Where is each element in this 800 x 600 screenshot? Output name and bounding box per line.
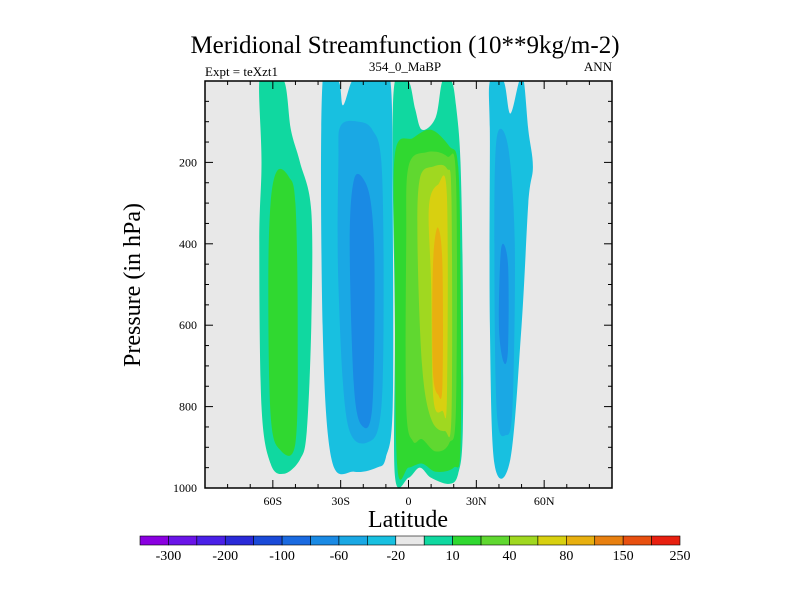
colorbar-label: 10: [446, 549, 460, 564]
y-tick-label: 200: [179, 155, 197, 169]
colorbar-swatch: [224, 535, 254, 546]
colorbar-swatch: [423, 535, 453, 546]
y-tick-label: 800: [179, 400, 197, 414]
colorbar-swatch: [480, 535, 510, 546]
colorbar: -300 -200 -100 -60 -20 10 40 80 150 250: [139, 535, 691, 564]
y-axis-label: Pressure (in hPa): [120, 203, 146, 367]
x-tick-label: 60N: [534, 494, 555, 508]
colorbar-label: 250: [670, 549, 691, 564]
colorbar-swatch: [310, 535, 340, 546]
colorbar-swatch: [452, 535, 482, 546]
sh-inner-core: [349, 173, 375, 429]
colorbar-label: 40: [502, 549, 516, 564]
colorbar-label: -100: [269, 549, 295, 564]
colorbar-swatch: [651, 535, 681, 546]
colorbar-swatch: [139, 535, 169, 546]
colorbar-swatch: [395, 535, 425, 546]
colorbar-swatch: [196, 535, 226, 546]
sh-outer-core: [268, 168, 298, 456]
colorbar-swatch: [367, 535, 397, 546]
y-tick-label: 400: [179, 237, 197, 251]
colorbar-label: -300: [156, 549, 182, 564]
colorbar-swatch: [566, 535, 596, 546]
x-tick-label: 60S: [263, 494, 282, 508]
experiment-label: Expt = teXzt1: [205, 64, 278, 79]
y-tick-label: 600: [179, 318, 197, 332]
tropical-core: [432, 227, 443, 400]
colorbar-swatch: [509, 535, 539, 546]
nh-inner-deep: [498, 243, 509, 365]
x-axis-label: Latitude: [368, 507, 448, 533]
season-label: ANN: [584, 59, 613, 74]
colorbar-label: -20: [386, 549, 405, 564]
x-tick-label: 30S: [331, 494, 350, 508]
y-tick-label: 1000: [173, 481, 197, 495]
colorbar-swatch: [168, 535, 198, 546]
axis-ticks: 60S 30S 0 30N 60N 200 400 600 800 1000: [173, 81, 612, 508]
period-label: 354_0_MaBP: [369, 59, 441, 74]
colorbar-label: -200: [212, 549, 238, 564]
colorbar-swatch: [594, 535, 624, 546]
colorbar-swatch: [281, 535, 311, 546]
x-tick-label: 0: [406, 494, 412, 508]
colorbar-swatch: [537, 535, 567, 546]
colorbar-label: 80: [559, 549, 573, 564]
colorbar-swatch: [622, 535, 652, 546]
colorbar-label: -60: [330, 549, 349, 564]
colorbar-swatch: [338, 535, 368, 546]
contour-fills: [259, 81, 533, 488]
x-tick-label: 30N: [466, 494, 487, 508]
chart-title: Meridional Streamfunction (10**9kg/m-2): [190, 32, 619, 59]
colorbar-label: 150: [613, 549, 634, 564]
colorbar-swatch: [253, 535, 283, 546]
